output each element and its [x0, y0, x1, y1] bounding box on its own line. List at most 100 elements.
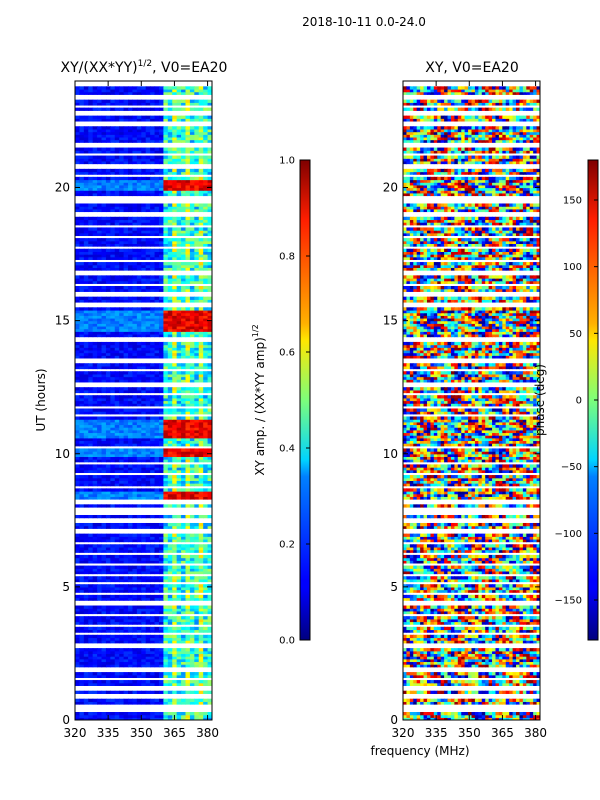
amplitude-cell	[101, 222, 107, 226]
amplitude-cell	[92, 312, 98, 316]
amplitude-cell	[110, 296, 116, 300]
amplitude-cell	[79, 493, 85, 497]
amplitude-cell	[203, 549, 209, 553]
amplitude-cell	[145, 427, 151, 431]
amplitude-cell	[207, 616, 212, 620]
amplitude-cell	[194, 376, 200, 380]
amplitude-cell	[132, 640, 138, 644]
amplitude-cell	[189, 99, 195, 103]
amplitude-cell	[141, 549, 147, 553]
amplitude-cell	[92, 328, 98, 332]
amplitude-cell	[123, 136, 129, 141]
amplitude-cell	[110, 376, 116, 380]
amplitude-cell	[207, 222, 212, 226]
amplitude-cell	[75, 608, 81, 612]
amplitude-cell	[101, 328, 107, 332]
amplitude-cell	[181, 475, 187, 479]
amplitude-cell	[132, 355, 138, 359]
amplitude-cell	[181, 243, 187, 247]
amplitude-cell	[172, 712, 178, 716]
amplitude-cell	[150, 341, 156, 346]
amplitude-cell	[88, 155, 94, 159]
amplitude-cell	[194, 459, 200, 463]
amplitude-cell	[136, 483, 142, 487]
amplitude-cell	[145, 658, 151, 663]
amplitude-cell	[198, 179, 204, 183]
amplitude-cell	[167, 544, 173, 548]
amplitude-cell	[189, 459, 195, 463]
amplitude-cell	[105, 389, 111, 394]
amplitude-cell	[167, 323, 173, 327]
amplitude-cell	[83, 203, 89, 207]
amplitude-cell	[119, 176, 125, 181]
amplitude-cell	[167, 424, 173, 428]
amplitude-cell	[83, 570, 89, 575]
amplitude-cell	[114, 653, 120, 657]
amplitude-cell	[79, 365, 85, 370]
amplitude-cell	[198, 333, 204, 338]
amplitude-cell	[198, 352, 204, 356]
amplitude-cell	[101, 610, 107, 615]
amplitude-cell	[185, 91, 191, 95]
amplitude-cell	[185, 267, 191, 271]
amplitude-cell	[203, 230, 209, 234]
amplitude-cell	[75, 296, 81, 300]
amplitude-cell	[123, 589, 129, 593]
amplitude-cell	[110, 544, 116, 548]
amplitude-cell	[110, 355, 116, 359]
amplitude-cell	[141, 262, 147, 266]
amplitude-cell	[158, 594, 164, 599]
amplitude-cell	[101, 182, 107, 186]
amplitude-cell	[79, 419, 85, 423]
amplitude-cell	[123, 621, 129, 625]
amplitude-cell	[83, 147, 89, 151]
amplitude-cell	[83, 589, 89, 593]
amplitude-cell	[141, 640, 147, 644]
amplitude-cell	[154, 373, 160, 378]
amplitude-cell	[92, 171, 98, 175]
amplitude-cell	[163, 597, 169, 601]
amplitude-cell	[114, 275, 120, 279]
amplitude-cell	[189, 661, 195, 665]
amplitude-cell	[141, 467, 147, 471]
amplitude-cell	[194, 251, 200, 255]
amplitude-cell	[123, 312, 129, 316]
amplitude-cell	[198, 690, 204, 694]
amplitude-cell	[163, 419, 169, 423]
amplitude-cell	[83, 419, 89, 423]
amplitude-cell	[119, 565, 125, 569]
amplitude-cell	[97, 387, 103, 391]
amplitude-cell	[163, 429, 169, 434]
amplitude-cell	[141, 160, 147, 165]
amplitude-cell	[83, 403, 89, 407]
amplitude-cell	[203, 605, 209, 609]
amplitude-cell	[198, 661, 204, 665]
amplitude-cell	[163, 496, 169, 500]
amplitude-cell	[110, 525, 116, 529]
amplitude-cell	[110, 586, 116, 591]
amplitude-cell	[75, 717, 81, 720]
amplitude-cell	[181, 456, 187, 460]
amplitude-cell	[132, 448, 138, 452]
amplitude-cell	[83, 565, 89, 569]
amplitude-cell	[83, 717, 89, 720]
amplitude-cell	[97, 682, 103, 686]
amplitude-cell	[141, 477, 147, 481]
amplitude-cell	[123, 222, 129, 226]
amplitude-cell	[97, 672, 103, 676]
amplitude-cell	[158, 488, 164, 492]
amplitude-cell	[194, 483, 200, 487]
amplitude-cell	[181, 637, 187, 641]
amplitude-cell	[75, 203, 81, 207]
amplitude-cell	[150, 400, 156, 404]
amplitude-cell	[79, 717, 85, 720]
amplitude-cell	[105, 176, 111, 181]
amplitude-cell	[194, 160, 200, 165]
amplitude-cell	[119, 126, 125, 130]
amplitude-cell	[154, 389, 160, 394]
amplitude-cell	[123, 232, 129, 237]
amplitude-cell	[128, 584, 134, 588]
amplitude-cell	[75, 187, 81, 191]
amplitude-cell	[176, 570, 182, 575]
amplitude-cell	[158, 155, 164, 159]
